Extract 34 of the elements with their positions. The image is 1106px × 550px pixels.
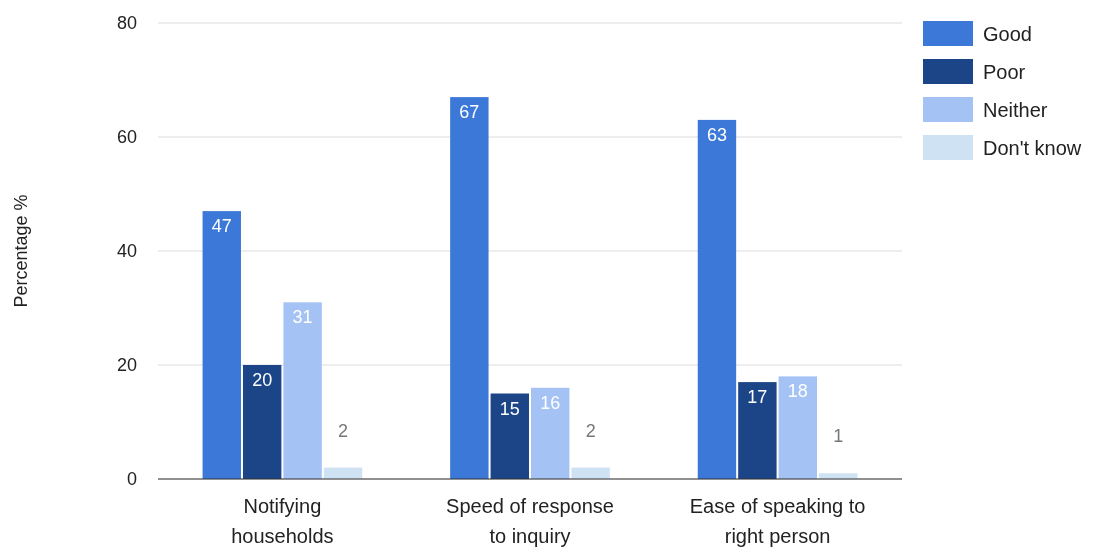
bar [243,365,282,479]
data-label: 2 [338,420,349,441]
x-tick-label: Speed of response to inquiry [446,495,614,547]
y-tick-label: 80 [116,13,137,33]
bar [778,376,818,479]
x-tick-label: Notifying households [231,495,334,547]
legend-label: Good [983,23,1032,45]
data-label: 16 [540,392,561,413]
data-label: 67 [459,102,480,123]
legend-label: Neither [983,99,1048,121]
data-label: 63 [706,124,727,145]
y-tick-label: 60 [116,127,137,147]
bar [283,302,322,479]
x-tick-label: Ease of speaking to right person [689,495,866,547]
bar [450,97,489,479]
legend-label: Don't know [983,137,1082,159]
bar [531,387,570,479]
data-label: 18 [787,381,808,402]
data-label: 1 [833,426,844,447]
bar [202,211,241,479]
data-label: 31 [292,307,313,328]
y-axis-title: Percentage % [11,194,31,308]
data-label: 20 [252,370,273,390]
y-tick-label: 40 [116,241,137,261]
data-label: 17 [747,387,768,408]
y-tick-label: 20 [116,355,137,375]
bar [738,382,777,479]
bar [490,393,529,479]
bar [697,119,737,479]
data-label: 15 [499,398,520,419]
data-label: 2 [585,420,596,441]
data-label: 47 [211,216,232,237]
y-tick-label: 0 [126,469,137,489]
legend-label: Poor [983,61,1026,83]
